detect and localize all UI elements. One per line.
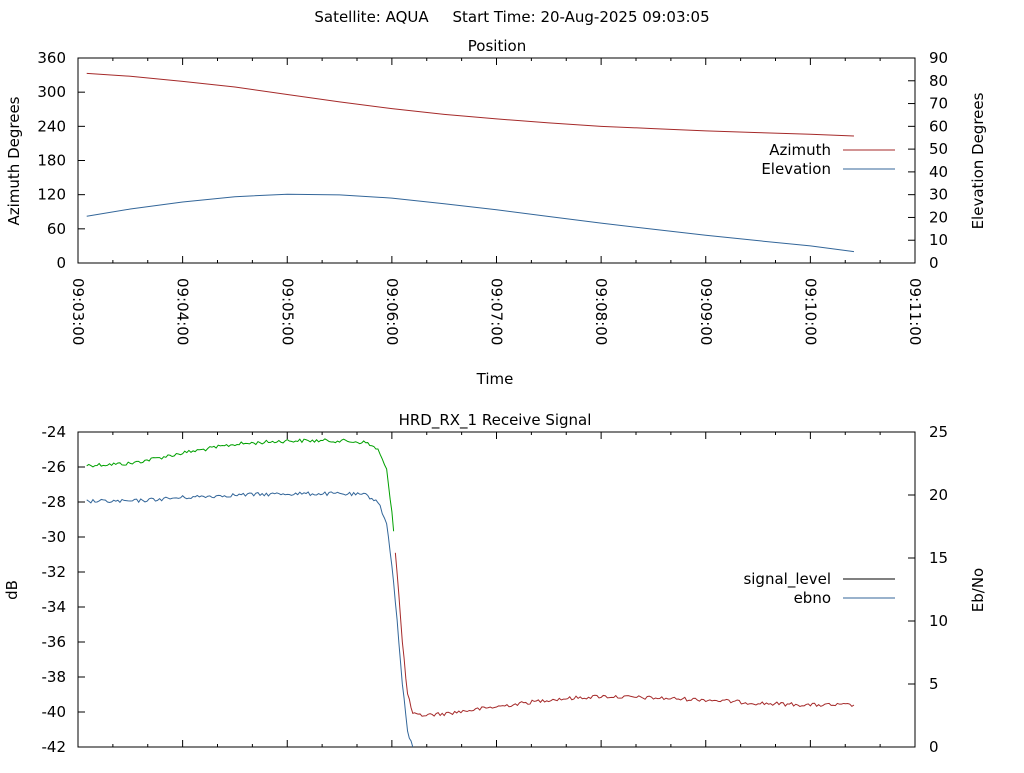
position-chart: Position Time Azimuth Degrees Elevation … [5,37,987,388]
y2-tick-label: 15 [929,549,948,567]
y-tick-label: -28 [42,493,67,511]
y-tick-label: 360 [37,49,66,67]
y-tick-label: -30 [42,528,67,546]
x-tick-label: 09:09:00 [697,278,715,345]
signal-y-axis-label: dB [3,580,21,600]
y2-tick-label: 70 [929,95,948,113]
series-line-signal_level-high [86,438,395,532]
signal-y2-axis-label: Eb/No [969,568,987,612]
x-tick-label: 09:04:00 [174,278,192,345]
y2-tick-label: 30 [929,186,948,204]
y2-tick-label: 90 [929,49,948,67]
y-tick-label: 180 [37,152,66,170]
y2-tick-label: 10 [929,612,948,630]
x-tick-label: 09:07:00 [488,278,506,345]
y-tick-label: -26 [42,458,67,476]
y2-tick-label: 40 [929,163,948,181]
x-tick-label: 09:11:00 [906,278,924,345]
y2-tick-label: 0 [929,738,939,756]
y-tick-label: 300 [37,83,66,101]
series-line-ebno [86,491,414,748]
y2-tick-label: 0 [929,254,939,272]
position-y-axis-label: Azimuth Degrees [5,96,23,225]
y-tick-label: 240 [37,117,66,135]
series-line-Elevation [86,193,855,253]
y2-tick-label: 10 [929,231,948,249]
x-tick-label: 09:03:00 [69,278,87,345]
legend-label: signal_level [743,570,831,589]
y2-tick-label: 20 [929,486,948,504]
y-tick-label: -42 [42,738,67,756]
x-tick-label: 09:05:00 [278,278,296,345]
legend-label: Elevation [761,160,831,178]
y-tick-label: -24 [42,423,67,441]
y2-tick-label: 60 [929,117,948,135]
y-tick-label: 120 [37,186,66,204]
y-tick-label: -34 [42,598,67,616]
y2-tick-label: 80 [929,72,948,90]
series-line-signal_level-low [394,552,855,717]
position-x-axis-label: Time [476,370,514,388]
signal-plot-frame [77,431,916,748]
series-line-Azimuth [86,72,854,137]
page-title: Satellite: AQUA Start Time: 20-Aug-2025 … [314,8,709,26]
y-tick-label: -32 [42,563,67,581]
x-tick-label: 09:06:00 [383,278,401,345]
y-tick-label: -36 [42,633,67,651]
position-chart-title: Position [468,37,526,55]
legend-label: ebno [794,589,831,607]
y2-tick-label: 25 [929,423,948,441]
x-tick-label: 09:08:00 [592,278,610,345]
y2-tick-label: 50 [929,140,948,158]
y-tick-label: 0 [56,254,66,272]
y2-tick-label: 5 [929,675,939,693]
y-tick-label: 60 [47,220,66,238]
position-y2-axis-label: Elevation Degrees [969,92,987,229]
x-tick-label: 09:10:00 [801,278,819,345]
legend-label: Azimuth [769,141,831,159]
y-tick-label: -38 [42,668,67,686]
signal-chart-title: HRD_RX_1 Receive Signal [399,411,592,430]
y2-tick-label: 20 [929,208,948,226]
y-tick-label: -40 [42,703,67,721]
signal-chart: HRD_RX_1 Receive Signal dB Eb/No -42 -40 -… [3,411,987,756]
